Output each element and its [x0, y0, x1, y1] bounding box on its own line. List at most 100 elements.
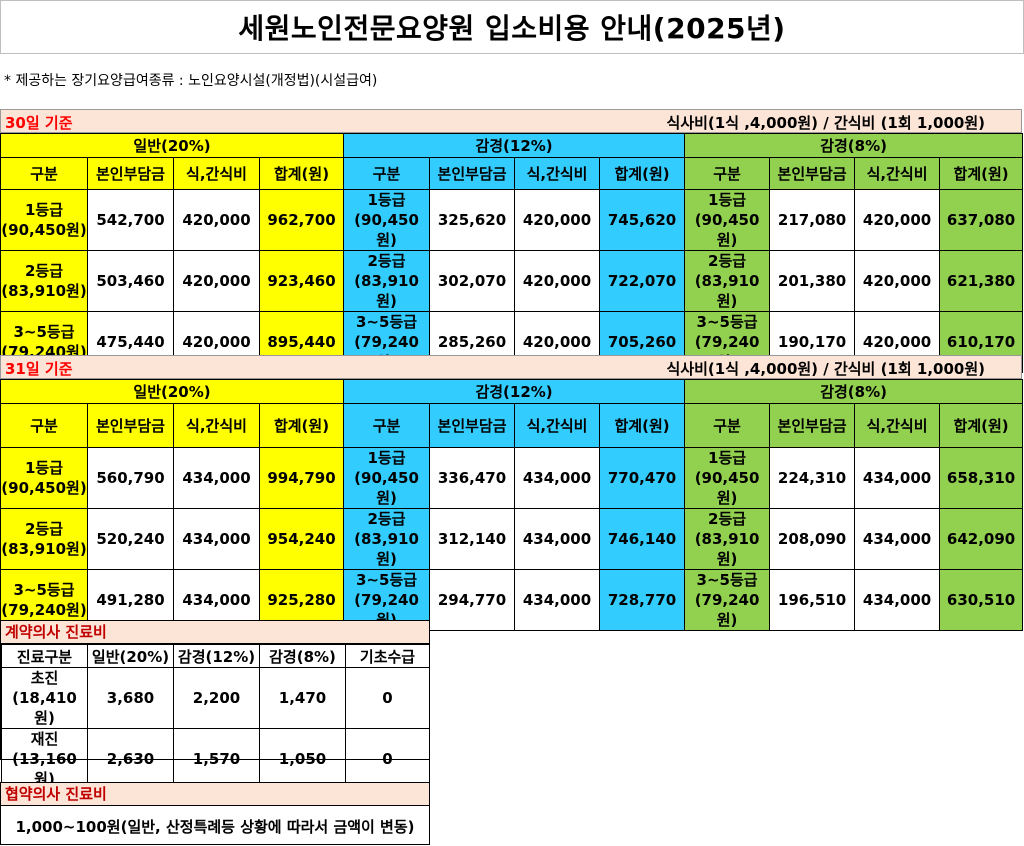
fee-cell: 0: [345, 667, 430, 729]
col-header: 식,간식비: [854, 403, 941, 448]
grade-cell: 2등급 (83,910원): [0, 508, 88, 570]
total-cell: 770,470: [599, 447, 686, 509]
col-header: 합계(원): [599, 157, 686, 190]
col-header: 구분: [684, 403, 771, 448]
contract-doctor-box: 계약의사 진료비 진료구분 일반(20%) 감경(12%) 감경(8%) 기초수…: [0, 620, 430, 790]
col-header: 구분: [343, 403, 431, 448]
group-general: 일반(20%): [0, 133, 345, 158]
col-header: 기초수급: [345, 644, 430, 668]
meal-info: 식사비(1식 ,4,000원) / 간식비 (1회 1,000원): [666, 360, 985, 378]
col-header: 구분: [684, 157, 771, 190]
total-cell: 745,620: [599, 189, 686, 251]
meal-cost-cell: 434,000: [854, 569, 941, 631]
copay-cell: 224,310: [769, 447, 856, 509]
col-header: 식,간식비: [173, 403, 260, 448]
meal-cost-cell: 434,000: [854, 508, 941, 570]
fee-cell: 2,630: [87, 728, 174, 790]
table-row: 2등급 (83,910원) 520,240 434,000 954,240 2등급…: [0, 508, 1024, 570]
grade-cell: 3~5등급(79,240원): [343, 569, 431, 631]
copay-cell: 217,080: [769, 189, 856, 251]
total-cell: 728,770: [599, 569, 686, 631]
meal-cost-cell: 434,000: [173, 508, 260, 570]
meal-cost-cell: 420,000: [173, 189, 260, 251]
col-header: 식,간식비: [173, 157, 260, 190]
col-header: 본인부담금: [429, 403, 516, 448]
grade-cell: 1등급 (90,450원): [343, 189, 431, 251]
total-cell: 923,460: [258, 250, 345, 312]
group-reduced-12: 감경(12%): [343, 133, 686, 158]
group-reduced-12: 감경(12%): [343, 379, 686, 404]
agreement-doctor-box: 협약의사 진료비 1,000~100원(일반, 산정특례등 상황에 따라서 금액…: [0, 782, 430, 845]
grade-cell: 1등급 (90,450원): [0, 447, 88, 509]
total-cell: 722,070: [599, 250, 686, 312]
grade-cell: 1등급 (90,450원): [343, 447, 431, 509]
col-header: 본인부담금: [769, 403, 856, 448]
col-header: 구분: [343, 157, 431, 190]
visit-type-cell: 재진 (13,160원): [1, 728, 88, 790]
meal-cost-cell: 420,000: [514, 189, 601, 251]
copay-cell: 196,510: [769, 569, 856, 631]
col-header: 진료구분: [1, 644, 88, 668]
agreement-doctor-title: 협약의사 진료비: [1, 783, 429, 806]
col-header: 감경(12%): [173, 644, 260, 668]
table-row: 1등급 (90,450원) 560,790 434,000 994,790 1등급…: [0, 447, 1024, 509]
grade-cell: 1등급 (90,450원): [684, 189, 771, 251]
day-label: 30일 기준: [5, 114, 73, 132]
col-header: 합계(원): [258, 403, 345, 448]
copay-cell: 294,770: [429, 569, 516, 631]
grade-cell: 1등급 (90,450원): [0, 189, 88, 251]
col-header: 합계(원): [258, 157, 345, 190]
col-header: 식,간식비: [514, 403, 601, 448]
fee-table-30: 일반(20%) 감경(12%) 감경(8%) 구분 본인부담금 식,간식비 합계…: [0, 133, 1024, 373]
col-header: 본인부담금: [87, 157, 174, 190]
fee-cell: 2,200: [173, 667, 260, 729]
meal-cost-cell: 434,000: [514, 508, 601, 570]
meal-info: 식사비(1식 ,4,000원) / 간식비 (1회 1,000원): [666, 114, 985, 132]
total-cell: 962,700: [258, 189, 345, 251]
section-header-31: 31일 기준 식사비(1식 ,4,000원) / 간식비 (1회 1,000원): [0, 355, 1022, 379]
grade-cell: 2등급 (83,910원): [0, 250, 88, 312]
visit-type-cell: 초진 (18,410원): [1, 667, 88, 729]
fee-cell: 1,050: [259, 728, 346, 790]
total-cell: 621,380: [939, 250, 1024, 312]
meal-cost-cell: 434,000: [514, 569, 601, 631]
col-header: 감경(8%): [259, 644, 346, 668]
day-label: 31일 기준: [5, 360, 73, 378]
col-header: 합계(원): [939, 403, 1024, 448]
page-title: 세원노인전문요양원 입소비용 안내(2025년): [0, 0, 1024, 54]
col-header: 식,간식비: [854, 157, 941, 190]
copay-cell: 560,790: [87, 447, 174, 509]
col-header: 본인부담금: [769, 157, 856, 190]
total-cell: 994,790: [258, 447, 345, 509]
grade-cell: 2등급 (83,910원): [684, 508, 771, 570]
fee-cell: 3,680: [87, 667, 174, 729]
copay-cell: 325,620: [429, 189, 516, 251]
grade-cell: 2등급 (83,910원): [343, 250, 431, 312]
copay-cell: 542,700: [87, 189, 174, 251]
col-header: 구분: [0, 403, 88, 448]
meal-cost-cell: 420,000: [173, 250, 260, 312]
copay-cell: 312,140: [429, 508, 516, 570]
contract-doctor-title: 계약의사 진료비: [1, 621, 429, 644]
copay-cell: 503,460: [87, 250, 174, 312]
col-header: 본인부담금: [429, 157, 516, 190]
copay-cell: 336,470: [429, 447, 516, 509]
copay-cell: 208,090: [769, 508, 856, 570]
total-cell: 630,510: [939, 569, 1024, 631]
contract-doctor-table: 진료구분 일반(20%) 감경(12%) 감경(8%) 기초수급 초진 (18,4…: [1, 644, 430, 790]
group-reduced-8: 감경(8%): [684, 379, 1024, 404]
total-cell: 642,090: [939, 508, 1024, 570]
col-header: 구분: [0, 157, 88, 190]
col-header: 합계(원): [939, 157, 1024, 190]
service-note: * 제공하는 장기요양급여종류 : 노인요양시설(개정법)(시설급여): [4, 73, 378, 89]
copay-cell: 201,380: [769, 250, 856, 312]
grade-cell: 2등급 (83,910원): [684, 250, 771, 312]
grade-cell: 1등급 (90,450원): [684, 447, 771, 509]
table-row: 1등급 (90,450원) 542,700 420,000 962,700 1등급…: [0, 189, 1024, 251]
copay-cell: 302,070: [429, 250, 516, 312]
table-row: 2등급 (83,910원) 503,460 420,000 923,460 2등급…: [0, 250, 1024, 312]
meal-cost-cell: 420,000: [854, 250, 941, 312]
meal-cost-cell: 434,000: [854, 447, 941, 509]
meal-cost-cell: 420,000: [514, 250, 601, 312]
section-header-30: 30일 기준 식사비(1식 ,4,000원) / 간식비 (1회 1,000원): [0, 109, 1022, 133]
